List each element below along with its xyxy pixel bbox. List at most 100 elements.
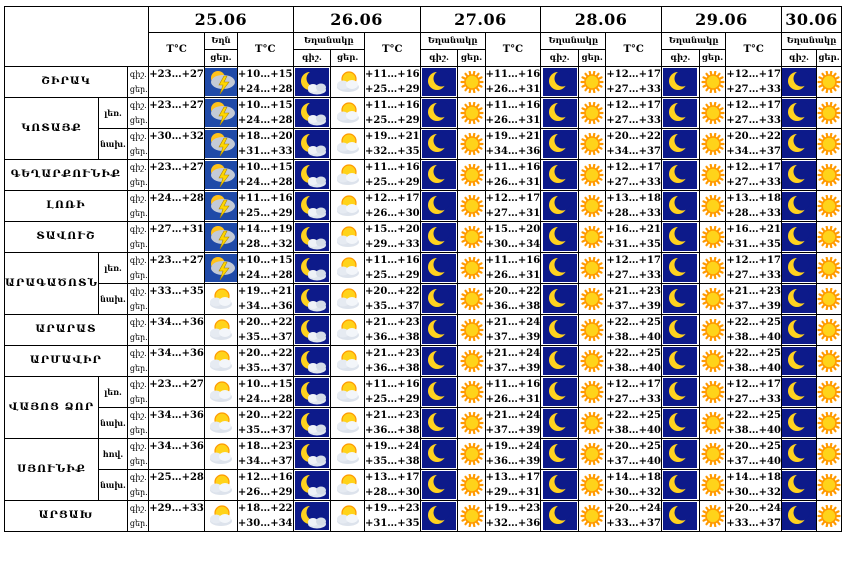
night-temp: +19…+23 <box>485 503 541 514</box>
temperature-cell: +15…+20 +30…+34 <box>484 221 542 253</box>
temperature-cell: +12…+17 +27…+33 <box>605 376 662 408</box>
table-row: ՇԻՐԱԿ գիշ. ցեր. +23…+27 +10…+15 +24…+28 +11…+… <box>4 66 842 98</box>
region-name: ԱՐԱԳԱԾՈՏՆ <box>3 252 100 315</box>
temperature-cell: +10…+15 +24…+28 <box>236 252 294 284</box>
day-temp: +34…+37 <box>606 146 661 157</box>
sun-icon <box>816 159 842 191</box>
table-row: ԿՈՏԱՅՔ լեռ. գիշ. ցեր. +23…+27 +10…+15 +24…+28… <box>3 97 842 160</box>
day-temp: +35…+37 <box>237 363 293 374</box>
sun-icon <box>816 221 842 253</box>
corner-cell <box>3 6 150 67</box>
moon-icon <box>781 190 817 222</box>
night-temp: +19…+21 <box>485 131 541 142</box>
thunderstorm-icon <box>203 66 238 98</box>
night-temp: +34…+36 <box>149 317 204 328</box>
table-row: ՎԱՅՈՑ ՁՈՐ լեռ. գիշ. ցեր. +23…+27 +10…+15 +24…… <box>3 376 842 439</box>
night-temp: +22…+25 <box>606 410 661 421</box>
moon-icon <box>660 283 700 315</box>
temperature-cell: +33…+35 <box>148 283 205 315</box>
night-day-labels: գիշ. ցեր. <box>126 128 150 160</box>
sun-icon <box>457 221 486 253</box>
date-header: 25.06 <box>148 6 294 33</box>
temperature-cell: +12…+17 +27…+33 <box>605 97 662 129</box>
day-label: ցեր. <box>129 116 148 125</box>
sun-cloud-icon <box>203 407 238 439</box>
day-temp: +24…+28 <box>237 270 293 281</box>
temperature-cell: +19…+21 +34…+36 <box>236 283 294 315</box>
moon-icon <box>419 314 459 346</box>
sun-cloud-icon <box>330 469 366 501</box>
day-temp: +26…+31 <box>485 270 541 281</box>
day-temp <box>150 82 204 97</box>
table-row: ԳԵՂԱՐՔՈՒՆԻՔ գիշ. ցեր. +23…+27 +10…+15 +24…+2… <box>4 159 842 191</box>
weather-header: Եղանակը <box>540 32 607 50</box>
sun-icon <box>816 97 842 129</box>
day-temp <box>150 392 204 407</box>
thunderstorm-icon <box>203 128 238 160</box>
sun-cloud-icon <box>203 376 238 408</box>
night-temp: +12…+17 <box>606 100 661 111</box>
sun-icon <box>816 407 842 439</box>
night-temp: +20…+22 <box>237 348 293 359</box>
day-label: ցեր. <box>129 85 148 94</box>
night-temp: +23…+27 <box>149 69 204 80</box>
sun-icon <box>457 128 486 160</box>
night-temp: +20…+22 <box>237 410 293 421</box>
day-temp: +37…+39 <box>485 425 541 436</box>
night-temp: +14…+18 <box>606 472 661 483</box>
temperature-cell: +20…+22 +35…+37 <box>236 345 294 377</box>
sun-icon <box>457 345 486 377</box>
region-name: ՎԱՅՈՑ ՁՈՐ <box>3 376 100 439</box>
temperature-cell: +23…+27 <box>148 252 205 284</box>
moon-icon <box>419 97 459 129</box>
sun-cloud-icon <box>330 252 366 284</box>
temperature-cell: +11…+16 +25…+29 <box>364 252 421 284</box>
night-day-labels: գիշ. ցեր. <box>126 252 150 284</box>
night-temp: +12…+17 <box>726 100 781 111</box>
night-temp: +34…+36 <box>149 410 204 421</box>
sun-cloud-icon <box>203 345 238 377</box>
moon-icon <box>540 221 580 253</box>
temperature-cell: +14…+19 +28…+32 <box>236 221 294 253</box>
night-label: գիշ. <box>129 411 147 420</box>
night-temp: +13…+17 <box>485 472 541 483</box>
sun-icon <box>698 252 727 284</box>
weather-header: Եղանակը <box>660 32 727 50</box>
day-label: ցեր. <box>129 364 148 373</box>
night-temp: +19…+24 <box>485 441 541 452</box>
temperature-cell: +11…+16 +25…+29 <box>364 97 421 129</box>
moon-cloud-icon <box>292 376 332 408</box>
sun-icon <box>698 128 727 160</box>
thunderstorm-icon <box>203 221 238 253</box>
night-temp: +12…+17 <box>485 193 541 204</box>
night-temp: +20…+22 <box>726 131 781 142</box>
day-temp: +30…+32 <box>726 487 781 498</box>
moon-icon <box>540 252 580 284</box>
temp-header: T°C <box>236 32 294 67</box>
day-temp <box>150 299 204 314</box>
sun-icon <box>457 283 486 315</box>
sun-icon <box>816 438 842 470</box>
day-temp: +26…+29 <box>237 487 293 498</box>
night-label: գիշ. <box>129 504 147 513</box>
night-temp: +21…+23 <box>726 286 781 297</box>
day-temp: +27…+33 <box>726 177 781 188</box>
day-temp: +28…+32 <box>237 239 293 250</box>
region-name: ՇԻՐԱԿ <box>4 66 128 98</box>
day-temp: +34…+36 <box>237 301 293 312</box>
day-temp: +32…+35 <box>365 146 420 157</box>
sun-icon <box>578 376 607 408</box>
temperature-cell: +21…+24 +37…+39 <box>484 345 542 377</box>
night-temp: +12…+16 <box>237 472 293 483</box>
table-row: ՍՅՈՒՆԻՔ հով. գիշ. ցեր. +34…+36 +18…+23 +34…+3… <box>3 438 842 501</box>
day-temp: +36…+38 <box>485 301 541 312</box>
moon-cloud-icon <box>292 159 332 191</box>
moon-icon <box>419 438 459 470</box>
night-temp: +12…+17 <box>606 69 661 80</box>
day-temp: +27…+33 <box>606 394 661 405</box>
sun-cloud-icon <box>330 438 366 470</box>
temperature-cell: +16…+21 +31…+35 <box>605 221 662 253</box>
moon-icon <box>540 283 580 315</box>
sun-icon <box>578 190 607 222</box>
temperature-cell: +19…+21 +34…+36 <box>484 128 542 160</box>
